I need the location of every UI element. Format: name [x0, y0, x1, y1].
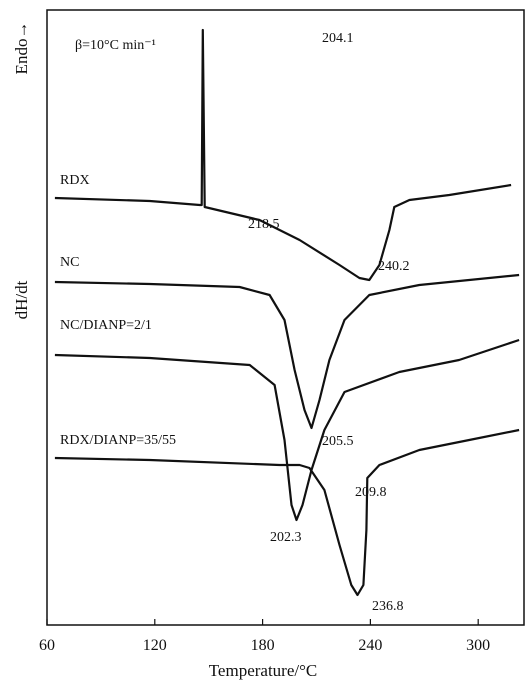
x-tick-label: 120 [143, 637, 167, 654]
curve-label: RDX [60, 173, 90, 188]
annotation: 218.5 [248, 217, 280, 232]
curve [54, 28, 512, 282]
y-axis-title: dH/dt [12, 280, 31, 319]
x-tick-label: 60 [39, 637, 55, 654]
curve-label: NC/DIANP=2/1 [60, 318, 152, 333]
plot-frame [46, 9, 525, 626]
curve-label: NC [60, 255, 79, 270]
annotation: 240.2 [378, 259, 410, 274]
curve [54, 273, 520, 430]
annotation: 205.5 [322, 434, 354, 449]
annotation: 202.3 [270, 530, 302, 545]
x-axis-title: Temperature/°C [209, 661, 318, 680]
annotation: 209.8 [355, 485, 387, 500]
annotation: 204.1 [322, 31, 354, 46]
curve [54, 338, 520, 522]
annotation: 236.8 [372, 599, 404, 614]
curve [54, 428, 520, 597]
x-tick-label: 240 [358, 637, 382, 654]
x-tick-label: 300 [466, 637, 490, 654]
annotation: β=10°C min⁻¹ [75, 38, 156, 53]
curve-label: RDX/DIANP=35/55 [60, 433, 176, 448]
x-tick-label: 180 [251, 637, 275, 654]
endo-label: Endo→ [12, 22, 31, 75]
